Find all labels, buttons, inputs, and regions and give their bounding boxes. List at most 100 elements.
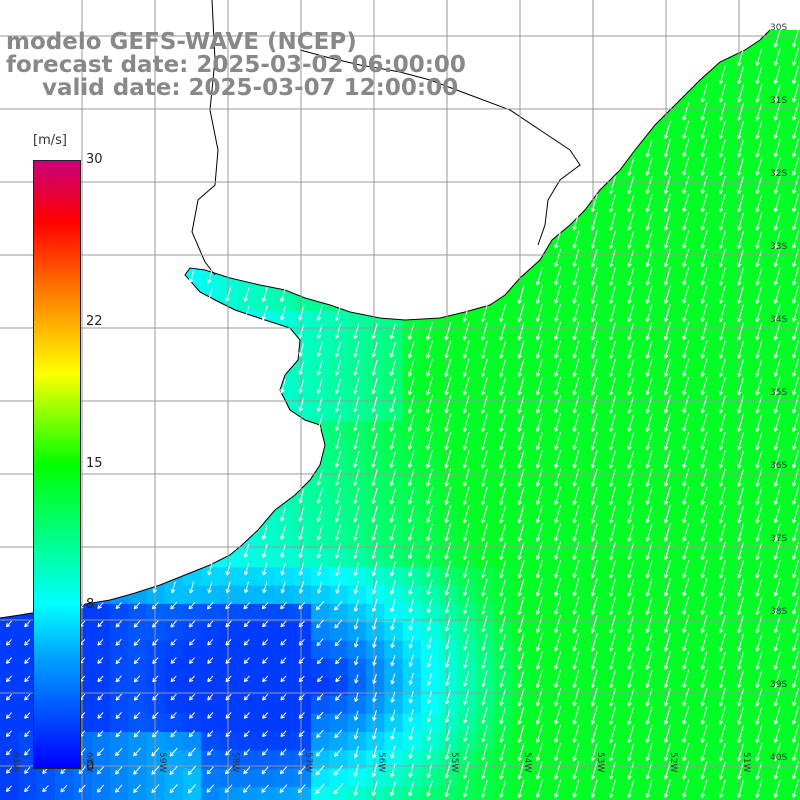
wind-arrow bbox=[371, 432, 378, 450]
wind-arrow bbox=[682, 139, 690, 158]
wind-arrow bbox=[535, 431, 543, 451]
wind-arrow bbox=[572, 431, 580, 451]
wind-arrow bbox=[298, 693, 305, 701]
wind-arrow bbox=[334, 341, 341, 358]
wind-arrow bbox=[280, 506, 287, 522]
wind-arrow bbox=[225, 748, 232, 756]
wind-arrow bbox=[554, 724, 562, 743]
wind-arrow bbox=[755, 358, 763, 377]
wind-arrow bbox=[737, 248, 745, 268]
wind-arrow bbox=[225, 638, 232, 646]
wind-arrow bbox=[792, 779, 799, 798]
wind-arrow bbox=[371, 505, 378, 523]
wind-arrow bbox=[737, 450, 745, 469]
wind-arrow bbox=[718, 523, 726, 542]
wind-arrow bbox=[773, 596, 781, 615]
wind-arrow bbox=[298, 378, 305, 394]
wind-arrow bbox=[572, 523, 580, 542]
wind-arrow bbox=[554, 505, 562, 524]
wind-arrow bbox=[737, 322, 745, 341]
wind-arrow bbox=[444, 726, 451, 742]
wind-arrow bbox=[371, 580, 378, 595]
wind-arrow bbox=[334, 747, 343, 757]
wind-arrow bbox=[407, 432, 415, 450]
wind-arrow bbox=[462, 578, 470, 596]
wind-arrow bbox=[590, 724, 598, 743]
wind-arrow bbox=[609, 651, 616, 670]
wind-arrow bbox=[718, 157, 726, 176]
wind-arrow bbox=[243, 675, 250, 683]
wind-arrow bbox=[353, 599, 359, 612]
wind-arrow bbox=[334, 619, 343, 629]
wind-arrow bbox=[335, 675, 342, 683]
wind-arrow bbox=[792, 175, 799, 194]
wind-arrow bbox=[188, 712, 195, 719]
wind-arrow bbox=[792, 102, 799, 121]
wind-arrow bbox=[663, 395, 671, 414]
wind-arrow bbox=[663, 706, 671, 725]
wind-arrow bbox=[554, 450, 562, 469]
wind-arrow bbox=[627, 230, 635, 249]
wind-arrow bbox=[444, 762, 451, 779]
wind-arrow bbox=[737, 724, 745, 743]
wind-arrow bbox=[663, 285, 671, 304]
wind-arrow bbox=[462, 761, 470, 779]
wind-arrow bbox=[737, 139, 745, 158]
forecast-date: forecast date: 2025-03-02 06:00:00 bbox=[6, 52, 466, 78]
wind-arrow bbox=[499, 303, 507, 323]
wind-arrow bbox=[408, 763, 415, 778]
wind-arrow bbox=[499, 633, 506, 651]
wind-arrow bbox=[554, 742, 562, 762]
wind-arrow bbox=[372, 692, 377, 703]
wind-arrow bbox=[792, 248, 799, 268]
wind-arrow bbox=[426, 395, 433, 414]
wind-arrow bbox=[645, 413, 653, 432]
wind-arrow bbox=[609, 358, 616, 377]
wind-arrow bbox=[773, 742, 781, 762]
wind-arrow bbox=[609, 596, 616, 615]
wind-arrow bbox=[535, 614, 543, 634]
wind-arrow bbox=[499, 340, 507, 359]
wind-arrow bbox=[718, 559, 726, 579]
wind-arrow bbox=[627, 193, 635, 213]
wind-arrow bbox=[535, 706, 543, 725]
wind-arrow bbox=[298, 524, 305, 541]
wind-arrow bbox=[5, 730, 12, 738]
wind-arrow bbox=[609, 724, 616, 743]
wind-arrow bbox=[645, 358, 653, 377]
wind-arrow bbox=[517, 358, 525, 377]
wind-arrow bbox=[572, 688, 580, 707]
wind-arrow bbox=[572, 395, 580, 414]
wind-arrow bbox=[280, 748, 287, 756]
wind-arrow bbox=[262, 693, 269, 701]
wind-arrow bbox=[390, 617, 396, 631]
wind-arrow bbox=[426, 762, 433, 779]
land-region bbox=[0, 0, 800, 618]
wind-arrow bbox=[353, 781, 360, 796]
wind-arrow bbox=[517, 651, 525, 670]
wind-arrow bbox=[499, 541, 507, 560]
wind-arrow bbox=[572, 779, 580, 798]
wind-arrow bbox=[590, 523, 598, 542]
wind-arrow bbox=[773, 431, 781, 451]
wind-arrow bbox=[572, 724, 580, 743]
wind-arrow bbox=[554, 431, 562, 451]
wind-arrow bbox=[225, 730, 232, 738]
wind-arrow bbox=[663, 120, 671, 140]
wind-arrow bbox=[243, 730, 250, 738]
wind-arrow bbox=[24, 748, 31, 756]
wind-arrow bbox=[773, 29, 781, 48]
wind-arrow bbox=[572, 358, 580, 377]
wind-arrow bbox=[207, 287, 213, 302]
wind-arrow bbox=[682, 633, 690, 652]
wind-arrow bbox=[682, 651, 690, 670]
wind-arrow bbox=[792, 139, 799, 158]
wind-arrow bbox=[426, 744, 433, 760]
wind-arrow bbox=[390, 599, 396, 613]
wind-arrow bbox=[682, 358, 690, 377]
wind-arrow bbox=[407, 358, 415, 377]
wind-arrow bbox=[737, 505, 745, 524]
wind-arrow bbox=[792, 541, 799, 560]
wind-arrow bbox=[718, 614, 726, 634]
wind-arrow bbox=[207, 581, 213, 594]
